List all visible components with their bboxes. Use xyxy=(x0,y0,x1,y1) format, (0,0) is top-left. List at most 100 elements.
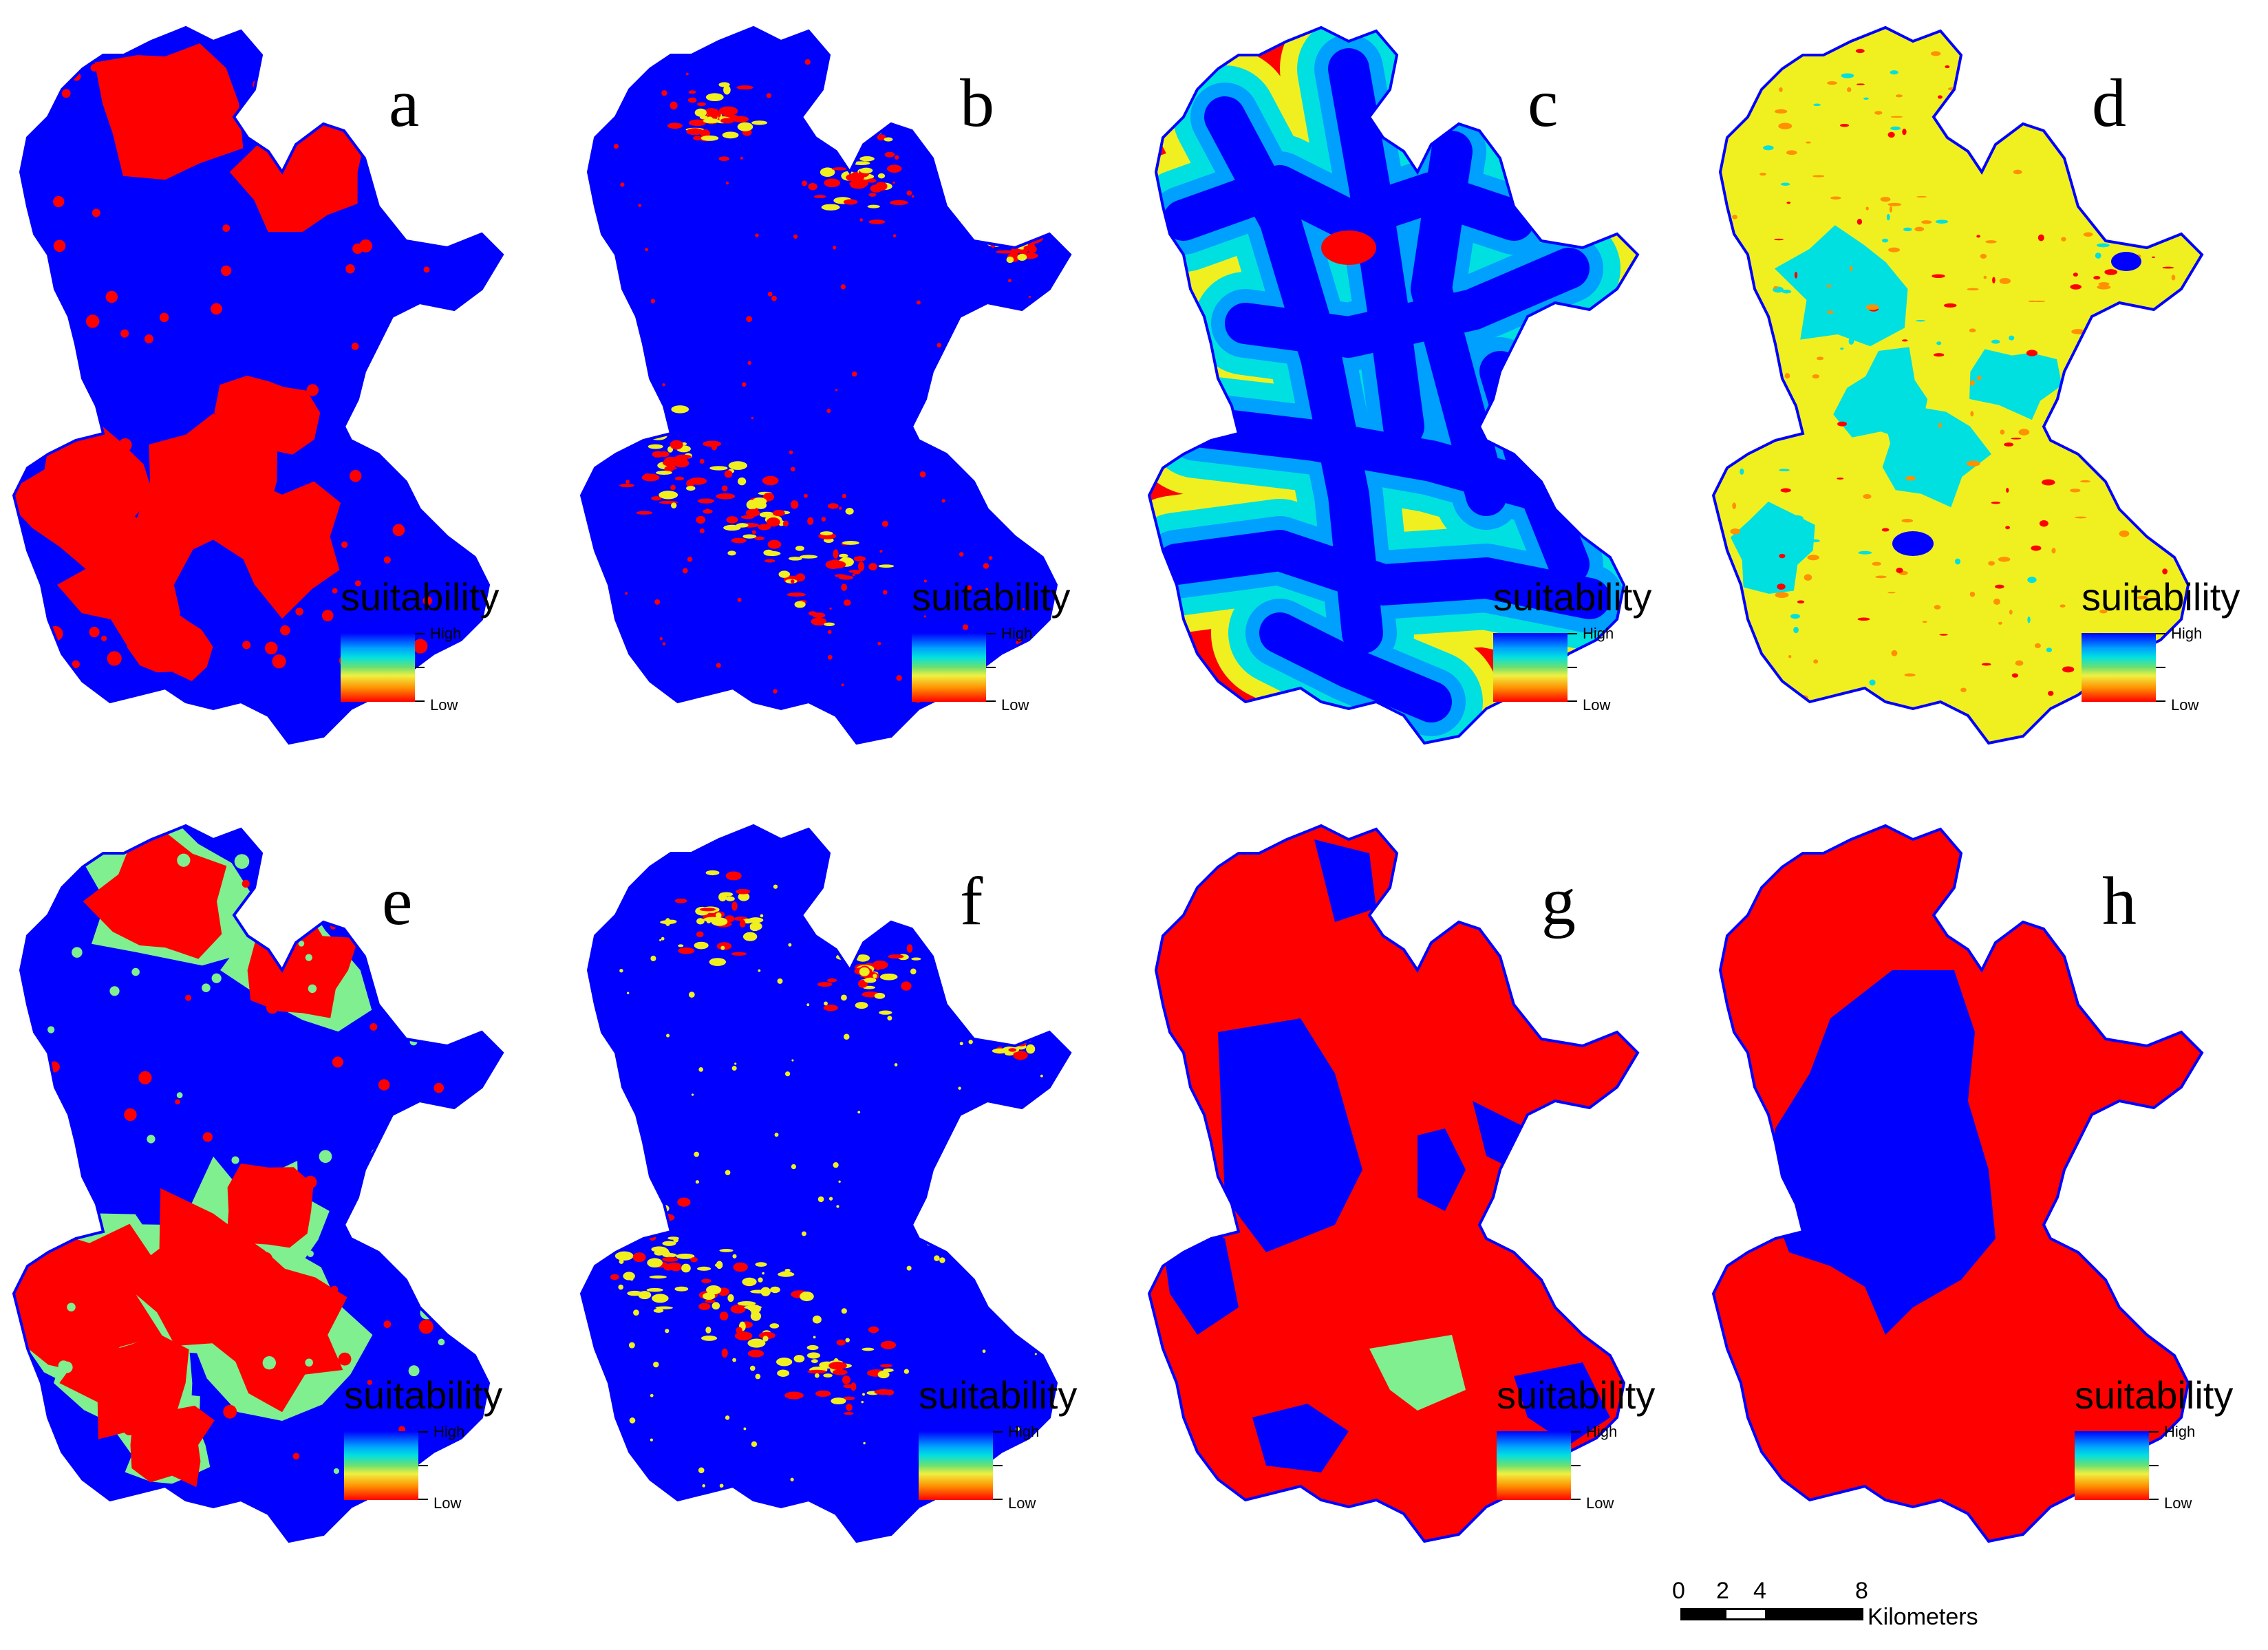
suitability-cell xyxy=(2046,647,2053,652)
low-suitability-patch xyxy=(1006,256,1014,264)
suitability-cell xyxy=(2028,300,2037,303)
suitability-cell xyxy=(2091,458,2095,464)
suitability-cell xyxy=(1914,226,1925,232)
low-suitability-patch xyxy=(878,564,895,568)
suitability-cell xyxy=(2139,142,2143,149)
suitability-cell xyxy=(2162,266,2174,269)
low-suitability-patch xyxy=(853,556,866,561)
low-suitability-patch xyxy=(634,857,640,864)
low-suitability-patch xyxy=(731,901,738,911)
low-suitability-patch xyxy=(906,944,913,953)
suitability-cell xyxy=(1916,320,1925,322)
low-suitability-patch xyxy=(619,1259,624,1264)
low-suitability-patch xyxy=(281,122,288,129)
low-suitability-patch xyxy=(61,1361,73,1373)
suitability-cell xyxy=(1945,126,1957,130)
low-suitability-patch xyxy=(447,880,453,887)
low-suitability-patch xyxy=(894,1063,898,1067)
low-suitability-patch xyxy=(694,1151,699,1157)
low-suitability-patch xyxy=(791,1164,797,1170)
suitability-cell xyxy=(1890,70,1898,75)
low-suitability-patch xyxy=(731,1065,737,1071)
low-suitability-patch xyxy=(686,486,696,491)
low-suitability-patch xyxy=(1011,1237,1015,1241)
low-suitability-patch xyxy=(351,343,359,350)
legend-color-ramp xyxy=(912,633,986,702)
low-suitability-patch xyxy=(1028,295,1031,299)
low-suitability-patch xyxy=(175,1254,190,1268)
low-suitability-patch xyxy=(663,1248,670,1256)
suitability-cell xyxy=(1969,328,1976,333)
low-suitability-patch xyxy=(699,458,705,464)
low-suitability-patch xyxy=(916,300,921,305)
low-suitability-patch xyxy=(701,1335,718,1341)
suitability-cell xyxy=(1782,289,1792,294)
low-suitability-patch xyxy=(705,1327,712,1333)
low-suitability-patch xyxy=(760,1287,771,1296)
low-suitability-patch xyxy=(351,922,361,932)
low-suitability-patch xyxy=(109,1388,122,1401)
suitability-cell xyxy=(1779,553,1786,559)
suitability-cell xyxy=(2179,396,2192,400)
suitability-cell xyxy=(2095,253,2101,259)
low-suitability-patch xyxy=(72,947,83,958)
legend-tick xyxy=(1571,1431,1581,1433)
low-suitability-patch xyxy=(349,469,362,482)
low-suitability-patch xyxy=(161,131,173,144)
low-suitability-patch xyxy=(1010,1175,1016,1180)
low-suitability-patch xyxy=(375,150,387,162)
suitability-cell xyxy=(2026,42,2031,48)
suitability-cell xyxy=(1881,528,1890,532)
suitability-cell xyxy=(2060,604,2066,608)
low-suitability-patch xyxy=(333,1468,339,1475)
low-suitability-patch xyxy=(50,521,61,532)
map-panel-d: d suitability High Low xyxy=(1707,14,2268,771)
low-suitability-patch xyxy=(751,120,768,125)
suitability-cell xyxy=(2070,489,2081,493)
low-suitability-patch xyxy=(321,610,334,622)
low-suitability-patch xyxy=(620,182,625,187)
low-suitability-patch xyxy=(1030,980,1034,984)
low-suitability-patch xyxy=(820,531,833,536)
legend-title: suitability xyxy=(1493,575,1652,619)
low-suitability-patch xyxy=(874,992,886,999)
low-suitability-patch xyxy=(678,944,684,947)
suitability-cell xyxy=(2039,519,2048,527)
low-suitability-patch xyxy=(740,1497,743,1499)
low-suitability-patch xyxy=(123,1423,136,1436)
low-suitability-patch xyxy=(632,1475,638,1482)
low-suitability-patch xyxy=(378,989,384,994)
low-suitability-patch xyxy=(820,167,835,178)
low-suitability-patch xyxy=(839,553,848,558)
low-suitability-patch xyxy=(107,651,122,666)
low-suitability-patch xyxy=(983,563,989,569)
low-suitability-patch xyxy=(742,932,758,941)
low-suitability-patch xyxy=(298,941,305,947)
legend-low-label: Low xyxy=(1001,696,1029,714)
low-suitability-patch xyxy=(802,180,807,186)
low-suitability-patch xyxy=(677,1197,691,1207)
low-suitability-patch xyxy=(777,1369,790,1377)
low-suitability-patch xyxy=(266,1001,279,1014)
suitability-cell xyxy=(2172,44,2177,50)
suitability-cell xyxy=(2048,690,2054,696)
suitability-cell xyxy=(1885,392,1891,397)
low-suitability-patch xyxy=(867,204,880,208)
low-suitability-zone xyxy=(59,1333,189,1439)
low-suitability-patch xyxy=(370,1023,378,1031)
low-suitability-patch xyxy=(176,1092,183,1099)
road-buffer-band xyxy=(1225,248,1590,358)
low-suitability-patch xyxy=(1040,1028,1044,1032)
low-suitability-patch xyxy=(330,1285,339,1294)
low-suitability-patch xyxy=(647,1258,663,1268)
suitability-cell xyxy=(1889,206,1892,213)
low-suitability-patch xyxy=(695,1180,699,1184)
low-suitability-patch xyxy=(828,1361,847,1370)
low-suitability-patch xyxy=(1004,486,1008,491)
low-suitability-patch xyxy=(438,1338,445,1346)
low-suitability-patch xyxy=(788,943,792,947)
suitability-cell xyxy=(1905,475,1916,481)
low-suitability-patch xyxy=(628,1221,643,1226)
low-suitability-patch xyxy=(827,654,833,660)
map-panel-a: a suitability High Low xyxy=(7,14,571,771)
